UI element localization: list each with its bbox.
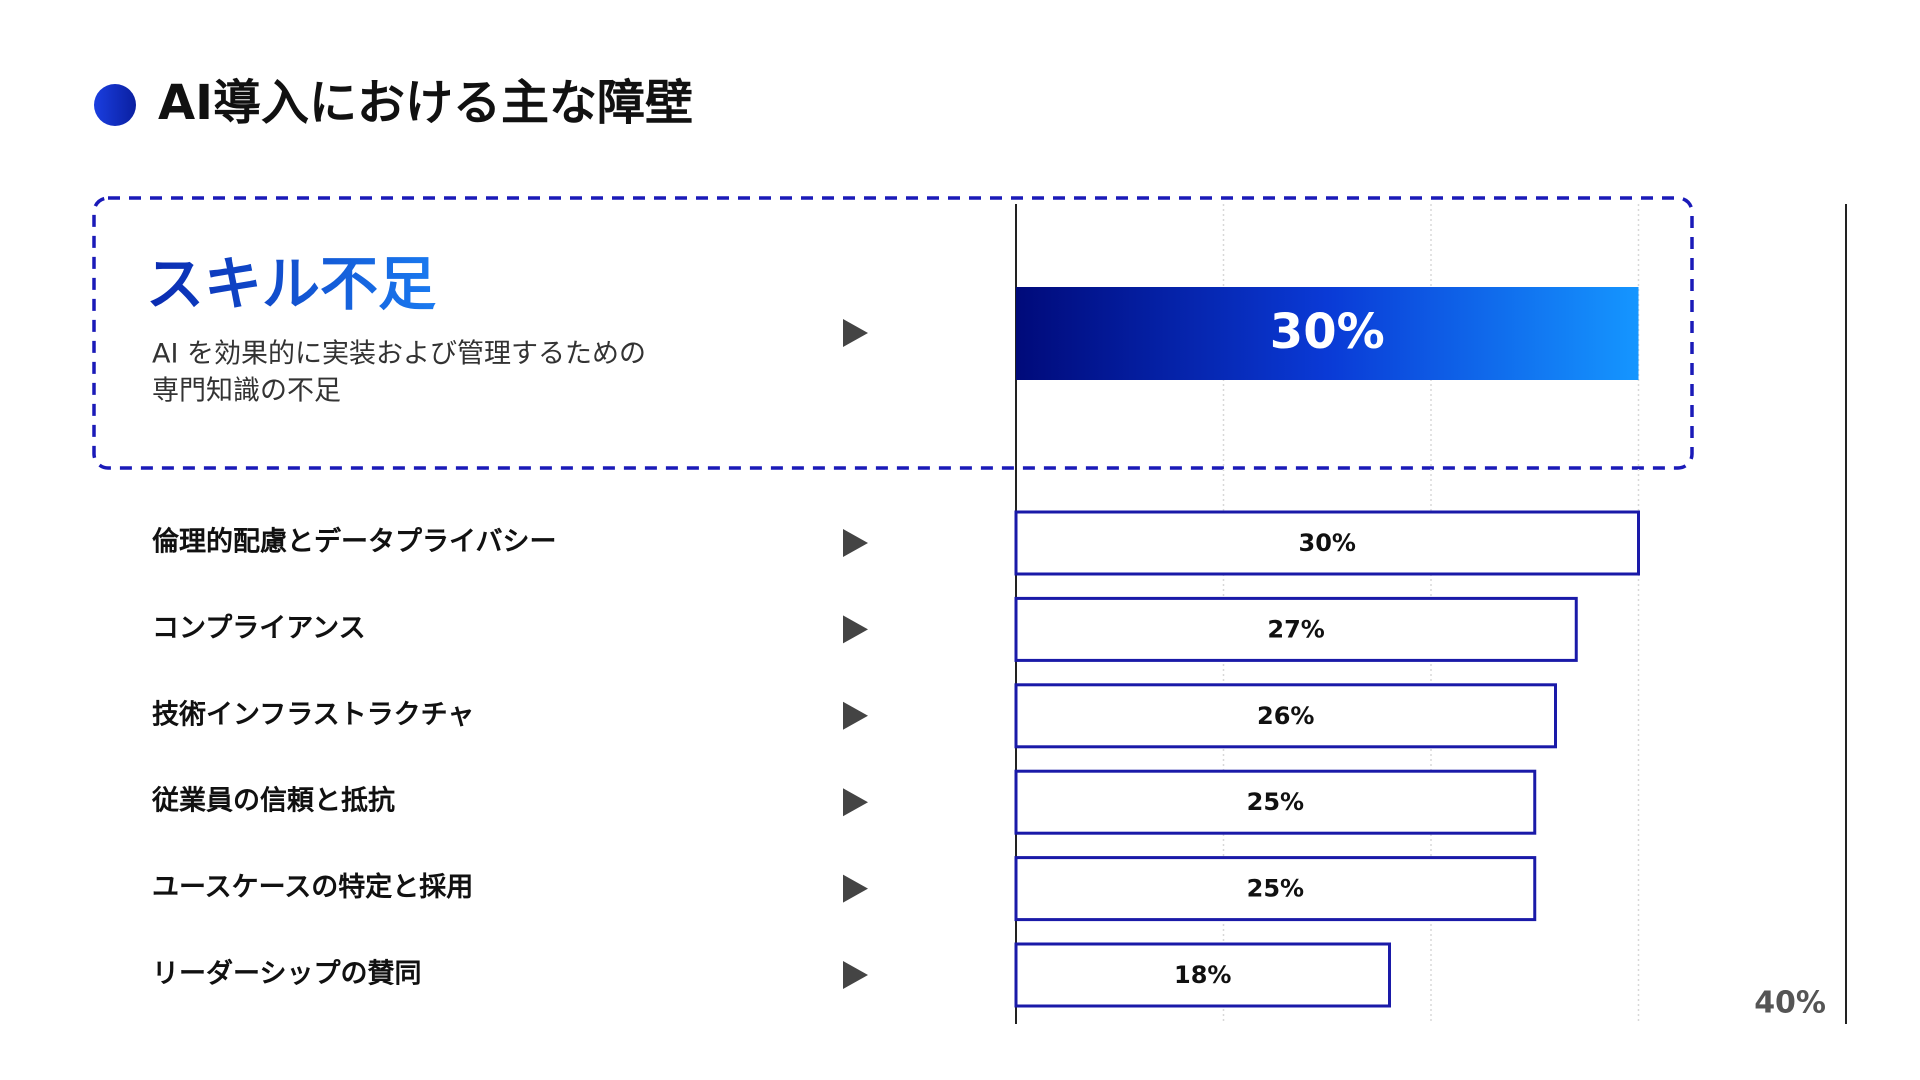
chart-title: AI導入における主な障壁 (158, 75, 693, 131)
highlight-label: スキル不足 (146, 250, 436, 318)
bar (1014, 683, 1557, 749)
arrow (843, 529, 868, 557)
highlight-description: AI を効果的に実装および管理するための (152, 339, 646, 370)
arrow (843, 874, 868, 903)
bar (1014, 856, 1537, 922)
category-label: 倫理的配慮とデータプライバシー (152, 526, 556, 558)
arrow (843, 788, 868, 817)
category-label: ユースケースの特定と採用 (152, 871, 473, 903)
title-dot (94, 84, 136, 126)
arrow (843, 319, 868, 347)
bar (1014, 510, 1640, 576)
value-label: 30% (1299, 529, 1356, 557)
value-label: 30% (1270, 304, 1385, 360)
value-label: 26% (1257, 702, 1314, 730)
value-label: 25% (1247, 875, 1304, 903)
bar (1016, 287, 1639, 380)
value-label: 27% (1267, 615, 1324, 643)
arrow (843, 701, 868, 730)
category-label: 従業員の信頼と抵抗 (151, 785, 395, 817)
highlight-box (92, 196, 1694, 470)
value-label: 25% (1247, 788, 1304, 816)
value-label: 18% (1174, 961, 1231, 989)
category-label: コンプライアンス (152, 613, 366, 644)
category-label: リーダーシップの賛同 (152, 958, 421, 990)
bar (1014, 942, 1391, 1008)
arrow (843, 615, 868, 644)
category-label: 技術インフラストラクチャ (152, 699, 474, 730)
x-tick-label: 40% (1754, 986, 1826, 1021)
bar (1014, 769, 1537, 835)
bar (1014, 596, 1578, 662)
highlight-description: 専門知識の不足 (152, 376, 341, 407)
arrow (843, 961, 868, 989)
